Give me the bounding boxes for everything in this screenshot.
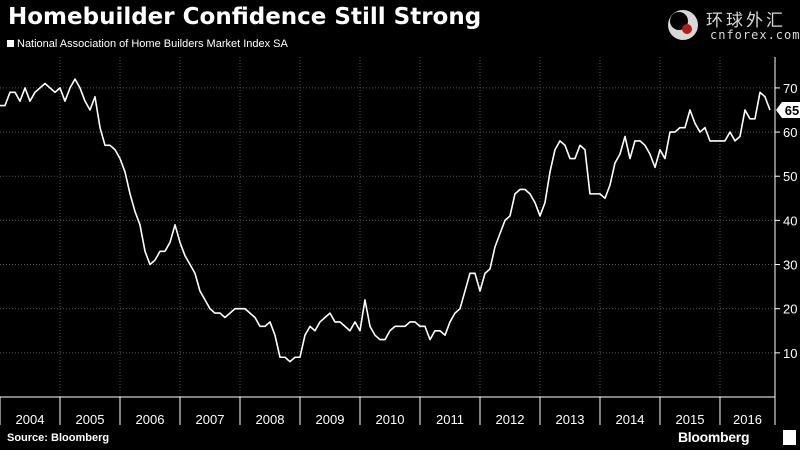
brand-logo: Bloomberg <box>678 429 750 445</box>
bloomberg-icon <box>783 430 796 445</box>
x-tick-label-2013: 2013 <box>556 412 585 427</box>
last-value-callout <box>776 101 800 118</box>
y-tick-label-70: 70 <box>783 81 797 96</box>
watermark-chinese: 环球外汇 <box>706 11 786 31</box>
x-tick-label-2012: 2012 <box>496 412 525 427</box>
grid-layer <box>0 57 775 397</box>
x-tick-label-2011: 2011 <box>436 412 464 427</box>
series-layer <box>0 78 771 363</box>
y-tick-label-50: 50 <box>783 169 797 184</box>
series-line-0 <box>0 78 771 363</box>
x-tick-label-2016: 2016 <box>733 412 762 427</box>
watermark-globe-icon <box>668 10 698 40</box>
last-value-label: 65 <box>785 103 799 118</box>
x-tick-label-2004: 2004 <box>16 412 45 427</box>
y-tick-label-20: 20 <box>783 302 797 317</box>
y-tick-label-40: 40 <box>783 213 797 228</box>
y-tick-label-60: 60 <box>783 125 797 140</box>
x-tick-label-2006: 2006 <box>136 412 165 427</box>
chart-title: Homebuilder Confidence Still Strong <box>8 4 482 30</box>
axis-layer <box>0 57 780 425</box>
watermark-logo: 环球外汇 cnforex.com <box>664 6 799 44</box>
y-tick-label-30: 30 <box>783 258 797 273</box>
label-layer: 10 20 30 40 50 60 70 2004 2005 2006 2007 2008 2009 20… <box>16 81 800 427</box>
x-tick-label-2015: 2015 <box>676 412 705 427</box>
x-tick-label-2009: 2009 <box>316 412 345 427</box>
x-tick-label-2007: 2007 <box>196 412 225 427</box>
legend-label: National Association of Home Builders Ma… <box>17 38 288 50</box>
x-tick-label-2008: 2008 <box>256 412 285 427</box>
watermark-domain: cnforex.com <box>710 28 800 42</box>
x-tick-label-2010: 2010 <box>376 412 405 427</box>
y-tick-label-10: 10 <box>783 346 797 361</box>
source-note: Source: Bloomberg <box>7 432 110 444</box>
x-tick-label-2005: 2005 <box>76 412 105 427</box>
legend: National Association of Home Builders Ma… <box>7 38 288 50</box>
legend-swatch <box>7 40 14 47</box>
x-tick-label-2014: 2014 <box>616 412 645 427</box>
